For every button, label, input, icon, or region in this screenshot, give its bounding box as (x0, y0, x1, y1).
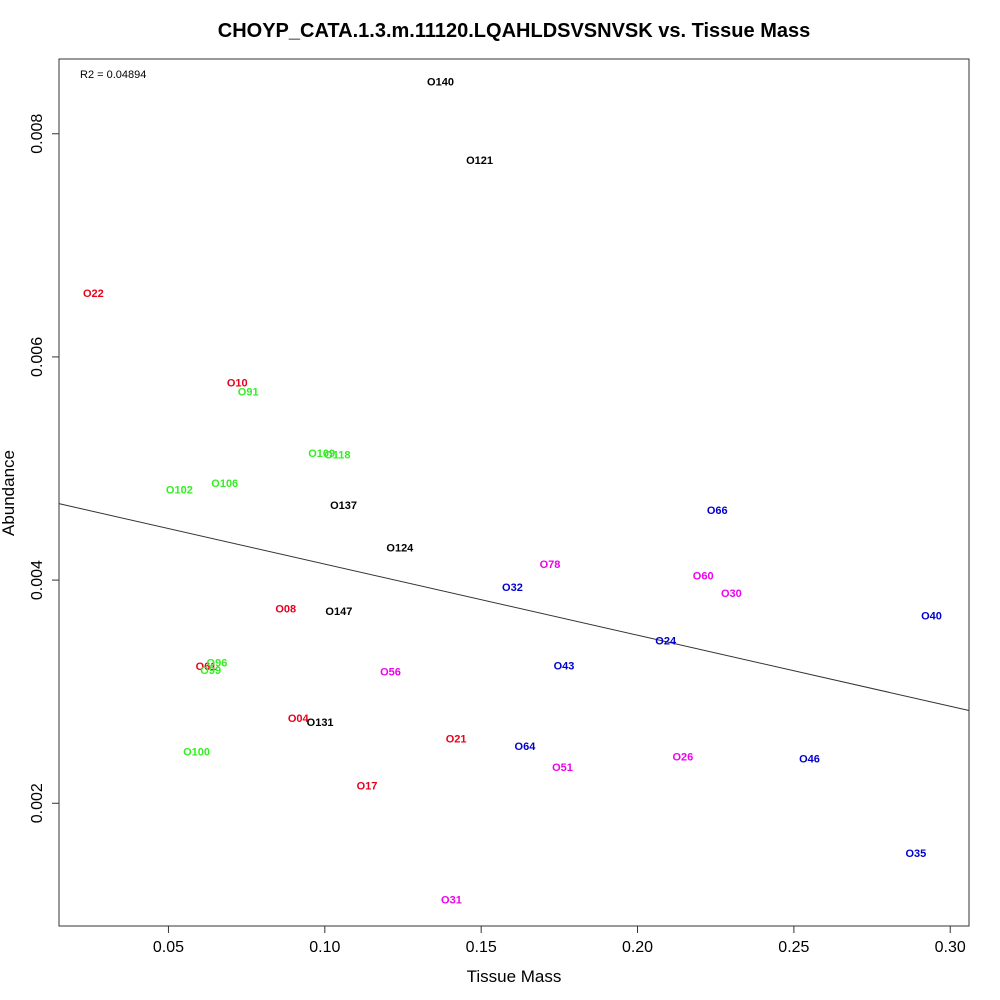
points-layer: O140 O121 O137 O124 O147 O131 O22 O10 O08 O61 O04 O… (83, 77, 942, 907)
data-point-label: O100 (183, 746, 210, 758)
data-point-label: O140 (427, 77, 454, 89)
data-point-label: O08 (275, 604, 296, 616)
data-point-label: O109 (308, 448, 335, 460)
data-point-label: O32 (502, 582, 523, 594)
plot-area (58, 58, 970, 927)
data-point-label: O56 (380, 667, 401, 679)
data-point-label: O106 (211, 478, 238, 490)
data-point-label: O147 (325, 606, 352, 618)
x-tick-label: 0.30 (935, 939, 966, 956)
y-tick-label: 0.006 (29, 337, 46, 377)
y-tick-label: 0.008 (29, 114, 46, 154)
y-tick-label: 0.004 (29, 560, 46, 600)
data-point-label: O78 (540, 559, 561, 571)
y-tick-label: 0.002 (29, 783, 46, 823)
data-point-label: O60 (693, 570, 714, 582)
data-point-label: O64 (515, 741, 537, 753)
x-tick-label: 0.15 (466, 939, 497, 956)
data-point-label: O31 (441, 895, 462, 907)
data-point-label: O131 (307, 717, 334, 729)
data-point-label: O66 (707, 505, 728, 517)
x-tick-label: 0.05 (153, 939, 184, 956)
data-point-label: O21 (446, 733, 467, 745)
data-point-label: O124 (386, 542, 414, 554)
data-point-label: O24 (655, 635, 677, 647)
data-point-label: O17 (357, 780, 378, 792)
data-point-label: O102 (166, 485, 193, 497)
x-axis-label: Tissue Mass (467, 967, 562, 986)
data-point-label: O04 (288, 713, 310, 725)
regression-layer (58, 503, 970, 712)
data-point-label: O91 (238, 387, 259, 399)
x-tick-label: 0.20 (622, 939, 653, 956)
y-axis: 0.002 0.004 0.006 0.008 (29, 114, 60, 823)
data-point-label: O26 (672, 751, 693, 763)
data-point-label: O10 (227, 377, 248, 389)
x-axis: 0.05 0.10 0.15 0.20 0.25 0.30 (153, 925, 966, 956)
regression-line (58, 503, 970, 712)
data-point-label: O43 (554, 661, 575, 673)
data-point-label: O30 (721, 588, 742, 600)
data-point-label: O118 (324, 449, 350, 461)
x-tick-label: 0.25 (778, 939, 809, 956)
data-point-label: O51 (552, 762, 573, 774)
data-point-label: O46 (799, 754, 820, 766)
data-point-label: O99 (200, 665, 221, 677)
data-point-label: O61 (196, 661, 217, 673)
data-point-label: O121 (466, 155, 493, 167)
r2-annotation: R2 = 0.04894 (80, 69, 146, 81)
chart-title: CHOYP_CATA.1.3.m.11120.LQAHLDSVSNVSK vs.… (218, 20, 810, 42)
data-point-label: O137 (330, 500, 357, 512)
y-axis-label: Abundance (0, 450, 18, 536)
data-point-label: O22 (83, 288, 104, 300)
data-point-label: O35 (905, 848, 926, 860)
data-point-label: O96 (207, 658, 228, 670)
data-point-label: O40 (921, 611, 942, 623)
x-tick-label: 0.10 (309, 939, 340, 956)
